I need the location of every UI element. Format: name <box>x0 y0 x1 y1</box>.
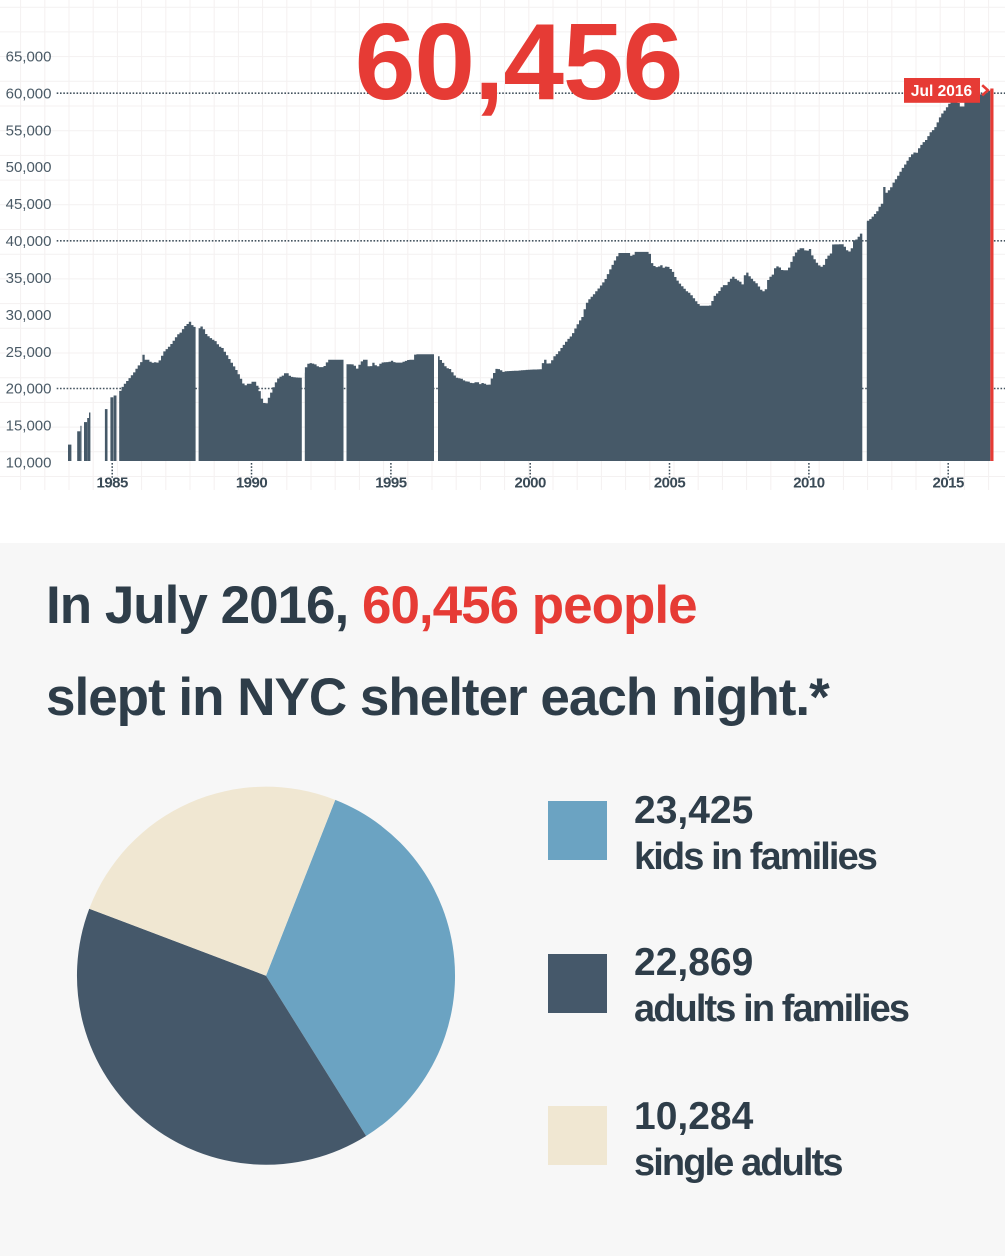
svg-text:55,000: 55,000 <box>6 122 52 139</box>
svg-text:50,000: 50,000 <box>6 159 52 176</box>
svg-text:2005: 2005 <box>654 475 686 492</box>
svg-text:2015: 2015 <box>933 475 965 492</box>
svg-text:Jul 2016: Jul 2016 <box>911 83 973 100</box>
svg-text:1990: 1990 <box>236 475 268 492</box>
svg-text:1985: 1985 <box>97 475 129 492</box>
svg-text:2000: 2000 <box>515 475 547 492</box>
svg-text:25,000: 25,000 <box>6 344 52 361</box>
svg-text:45,000: 45,000 <box>6 196 52 213</box>
svg-text:20,000: 20,000 <box>6 381 52 398</box>
svg-text:40,000: 40,000 <box>6 233 52 250</box>
svg-text:2010: 2010 <box>793 475 825 492</box>
svg-text:65,000: 65,000 <box>6 49 52 66</box>
svg-text:60,000: 60,000 <box>6 85 52 102</box>
svg-text:35,000: 35,000 <box>6 270 52 287</box>
svg-text:30,000: 30,000 <box>6 307 52 324</box>
svg-text:10,000: 10,000 <box>6 455 52 472</box>
svg-text:1995: 1995 <box>375 475 407 492</box>
svg-text:15,000: 15,000 <box>6 418 52 435</box>
